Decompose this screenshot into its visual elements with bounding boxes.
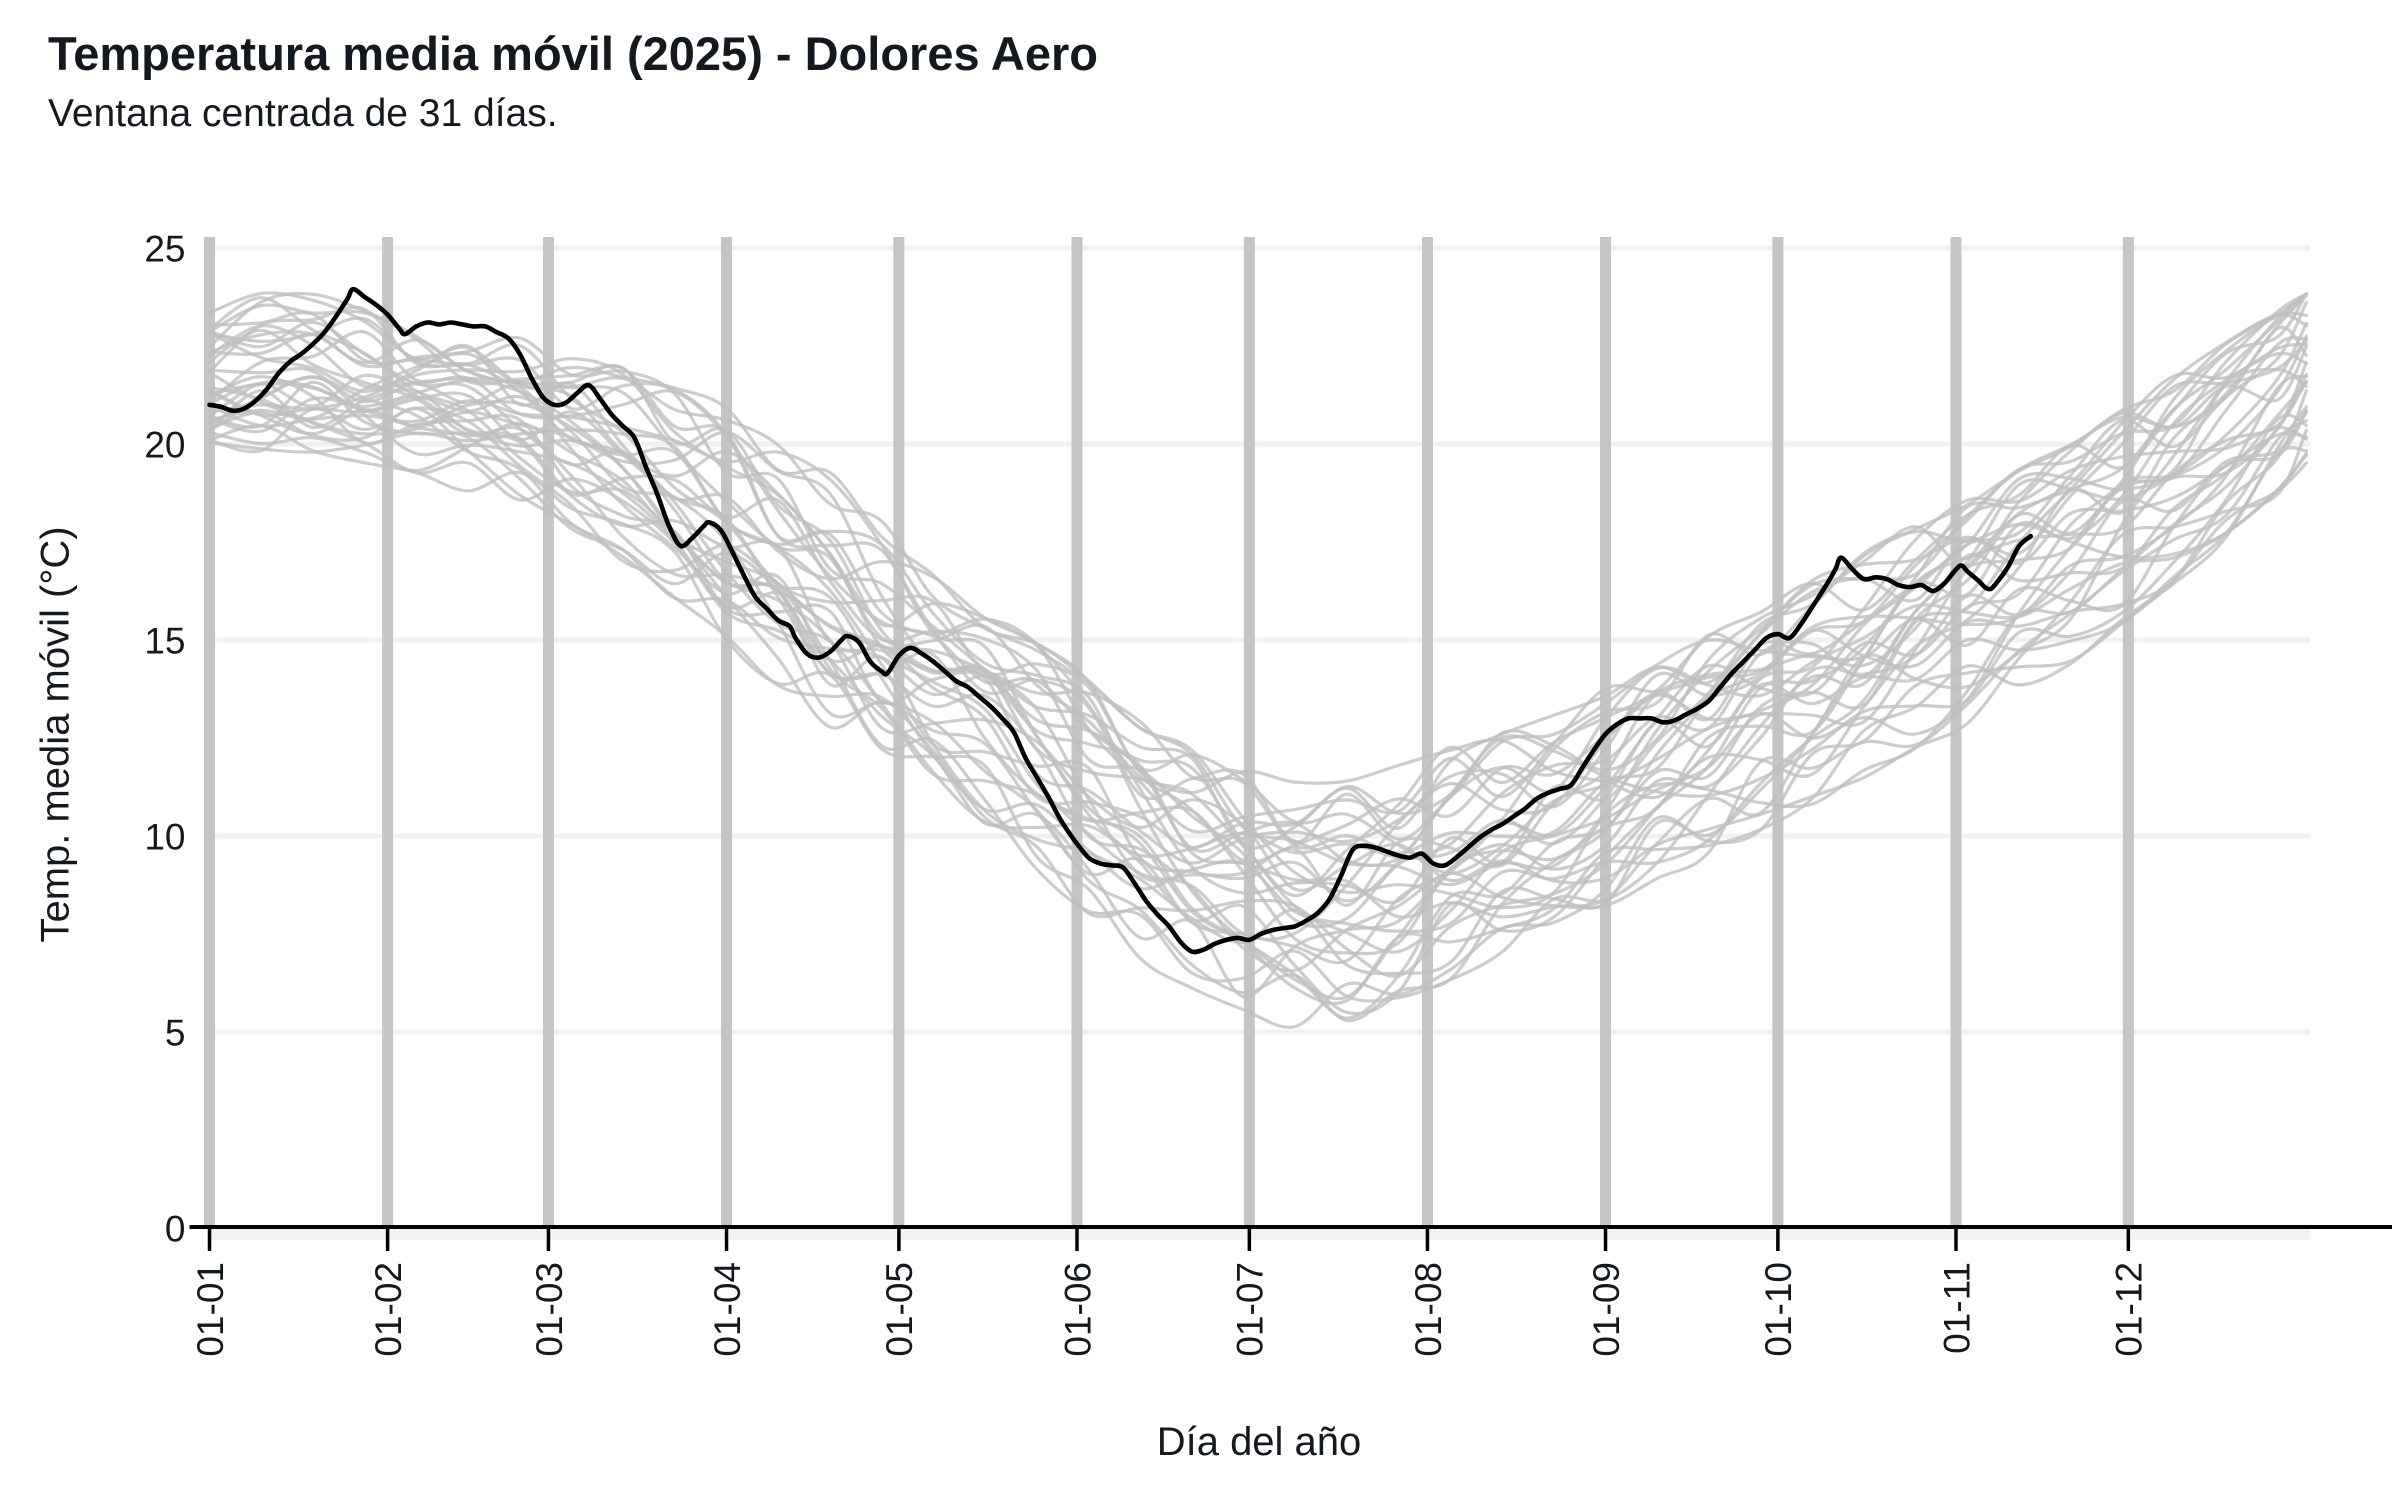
x-tick-label: 01-08 [1408, 1262, 1449, 1357]
chart-title: Temperatura media móvil (2025) - Dolores… [48, 27, 1098, 80]
x-tick-labels: 01-01 01-02 01-03 01-04 01-05 01-06 01-07 01-08… [190, 1262, 2150, 1357]
x-tick-label: 01-12 [2109, 1262, 2150, 1357]
y-tick-label: 0 [165, 1208, 186, 1249]
chart-subtitle: Ventana centrada de 31 días. [48, 92, 558, 135]
historical-year-line [207, 406, 2308, 978]
historical-year-line [207, 303, 2308, 834]
historical-year-line [207, 292, 2308, 855]
historical-year-line [207, 361, 2308, 1003]
historical-year-line [207, 339, 2308, 1023]
historical-year-line [207, 292, 2308, 976]
x-tick-label: 01-11 [1936, 1262, 1977, 1354]
y-tick-label: 10 [144, 816, 185, 857]
historical-year-line [207, 331, 2308, 860]
x-tick-label: 01-04 [707, 1262, 748, 1357]
x-axis-ticks [207, 1229, 2131, 1251]
historical-year-line [207, 324, 2308, 887]
y-tick-label: 5 [165, 1012, 186, 1053]
historical-year-line [207, 311, 2308, 999]
x-axis-title: Día del año [1156, 1420, 1362, 1464]
y-tick-labels: 0 5 10 15 20 25 [144, 228, 185, 1249]
x-tick-label: 01-05 [879, 1262, 920, 1357]
y-tick-label: 20 [144, 424, 185, 465]
series-2025-line [207, 286, 2033, 955]
x-tick-label: 01-06 [1057, 1262, 1098, 1357]
historical-years-lines [207, 291, 2308, 1029]
x-tick-label: 01-09 [1586, 1262, 1627, 1357]
x-tick-label: 01-02 [368, 1262, 409, 1357]
y-tick-label: 25 [144, 228, 185, 269]
x-tick-label: 01-01 [190, 1262, 231, 1357]
x-tick-label: 01-07 [1230, 1262, 1271, 1357]
historical-year-line [207, 351, 2308, 956]
x-tick-label: 01-10 [1758, 1262, 1799, 1357]
historical-year-line [207, 294, 2308, 800]
historical-year-line [207, 330, 2308, 1016]
historical-year-line [207, 373, 2308, 865]
historical-year-line [207, 378, 2308, 893]
historical-year-line [207, 296, 2308, 973]
historical-year-line [207, 382, 2308, 850]
sub-axis-band [209, 1230, 2311, 1240]
x-tick-label: 01-03 [529, 1262, 570, 1357]
y-tick-label: 15 [144, 620, 185, 661]
